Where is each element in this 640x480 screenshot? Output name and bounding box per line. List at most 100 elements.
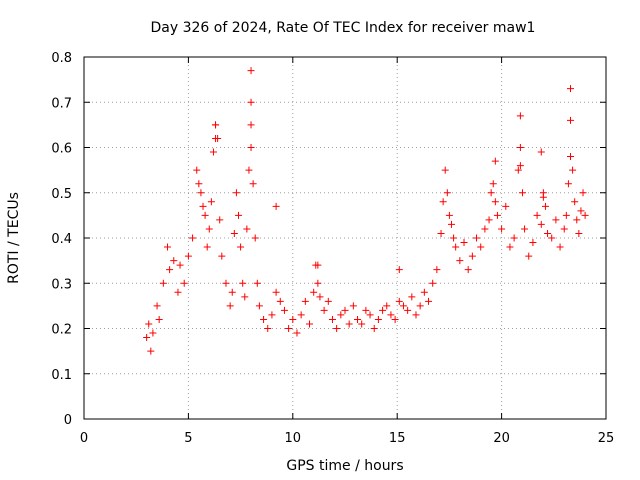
data-point [345, 320, 353, 328]
data-point [562, 211, 570, 219]
data-point [537, 148, 545, 156]
data-point [255, 302, 263, 310]
data-point [316, 293, 324, 301]
data-point [366, 311, 374, 319]
data-point [272, 202, 280, 210]
data-point [207, 198, 215, 206]
y-axis-label: ROTI / TECUs [6, 192, 22, 284]
data-point [280, 306, 288, 314]
y-tick-label: 0.6 [51, 142, 72, 157]
data-point [498, 225, 506, 233]
data-point [247, 98, 255, 106]
data-point [473, 234, 481, 242]
data-point [164, 243, 172, 251]
data-point [159, 279, 167, 287]
data-point [433, 266, 441, 274]
data-point [560, 225, 568, 233]
data-point [253, 279, 261, 287]
data-point [516, 112, 524, 120]
data-point [447, 220, 455, 228]
data-point [203, 243, 211, 251]
data-point [201, 211, 209, 219]
y-tick-label: 0.4 [51, 232, 72, 247]
data-point [349, 302, 357, 310]
data-point [581, 211, 589, 219]
data-point [362, 306, 370, 314]
data-point [184, 252, 192, 260]
data-point [567, 153, 575, 161]
data-point [460, 239, 468, 247]
data-point [235, 211, 243, 219]
data-point [395, 297, 403, 305]
data-point [251, 234, 259, 242]
data-point [237, 243, 245, 251]
data-point [567, 116, 575, 124]
data-point [232, 189, 240, 197]
y-tick-label: 0.2 [51, 323, 72, 338]
data-point [218, 252, 226, 260]
data-point [285, 325, 293, 332]
data-point [485, 216, 493, 224]
x-tick-label: 15 [389, 431, 406, 446]
data-point [425, 297, 433, 305]
data-point [297, 311, 305, 319]
y-tick-label: 0.8 [51, 51, 72, 66]
y-tick-label: 0.5 [51, 187, 72, 202]
data-point [320, 306, 328, 314]
data-point [579, 189, 587, 197]
data-point [230, 229, 238, 237]
data-point [502, 202, 510, 210]
data-point [516, 162, 524, 170]
data-point [477, 243, 485, 251]
data-point [439, 198, 447, 206]
x-tick-label: 25 [598, 431, 615, 446]
data-point [539, 193, 547, 201]
data-point [395, 266, 403, 274]
data-point [506, 243, 514, 251]
data-point [383, 302, 391, 310]
data-point [525, 252, 533, 260]
y-axis-ticks: 0 0.1 0.2 0.3 0.4 0.5 0.6 0.7 0.8 [51, 51, 606, 428]
data-point [143, 334, 151, 342]
data-point [533, 211, 541, 219]
data-point [573, 216, 581, 224]
data-point [456, 257, 464, 265]
data-point [412, 311, 420, 319]
x-tick-label: 10 [285, 431, 302, 446]
data-point [391, 315, 399, 323]
data-point [216, 216, 224, 224]
x-tick-label: 20 [493, 431, 510, 446]
data-point [268, 311, 276, 319]
data-markers [143, 67, 589, 355]
data-point [541, 202, 549, 210]
data-point [264, 325, 272, 332]
data-point [149, 329, 157, 337]
data-point [260, 315, 268, 323]
data-point [333, 325, 341, 332]
data-point [195, 180, 203, 188]
data-point [153, 302, 161, 310]
data-point [245, 166, 253, 174]
data-point [481, 225, 489, 233]
data-point [404, 306, 412, 314]
x-axis-label: GPS time / hours [286, 458, 403, 474]
data-point [416, 302, 424, 310]
data-point [197, 189, 205, 197]
data-point [429, 279, 437, 287]
data-point [212, 121, 220, 129]
data-point [147, 347, 155, 355]
data-point [226, 302, 234, 310]
data-point [387, 311, 395, 319]
data-point [272, 288, 280, 296]
data-point [243, 225, 251, 233]
data-point [510, 234, 518, 242]
data-point [301, 297, 309, 305]
y-tick-label: 0.3 [51, 277, 72, 292]
data-point [489, 180, 497, 188]
data-point [443, 189, 451, 197]
data-point [314, 279, 322, 287]
data-point [341, 306, 349, 314]
data-point [487, 189, 495, 197]
data-point [174, 288, 182, 296]
